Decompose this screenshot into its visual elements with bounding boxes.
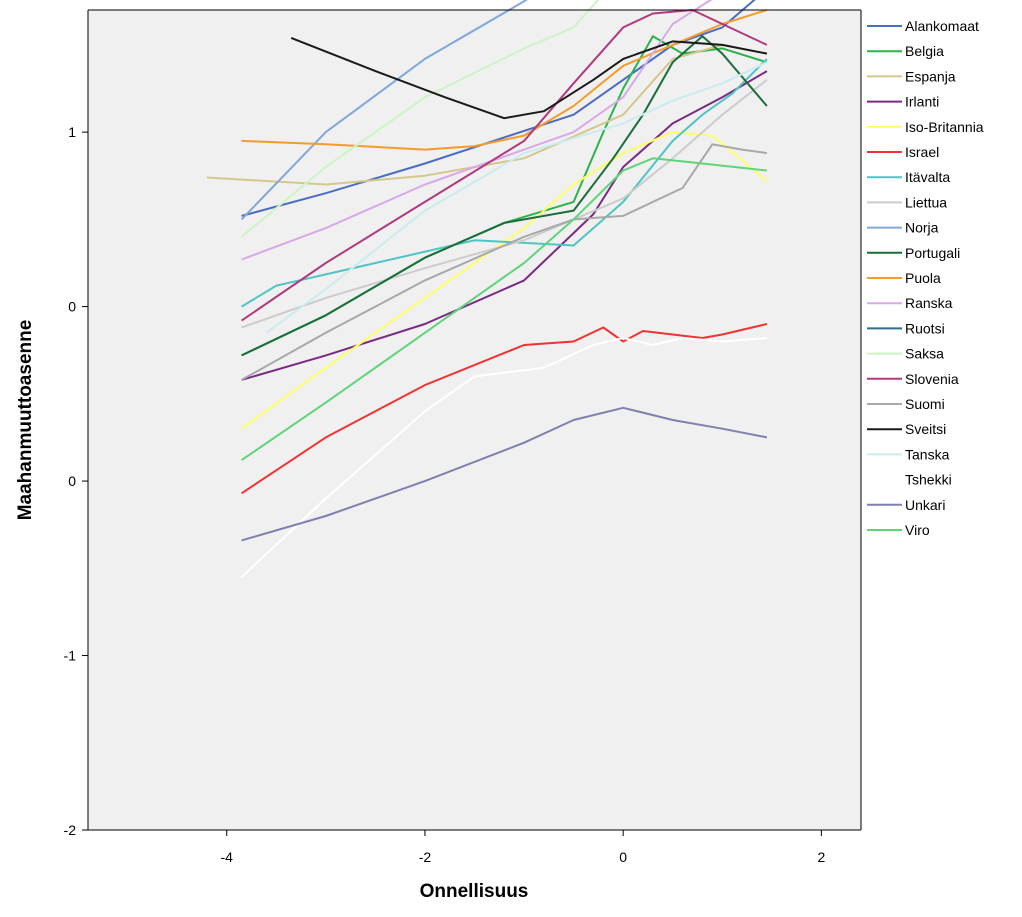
series-layer bbox=[206, 0, 768, 578]
series-line bbox=[290, 36, 768, 120]
legend-label: Puola bbox=[905, 270, 941, 286]
series-line bbox=[241, 9, 768, 151]
y-tick-label: 0 bbox=[68, 473, 76, 489]
legend-label: Belgia bbox=[905, 43, 944, 59]
legend-label: Tanska bbox=[905, 446, 950, 462]
legend-label: Tshekki bbox=[905, 472, 952, 488]
series-line bbox=[265, 61, 768, 334]
x-axis-title: Onnellisuus bbox=[420, 881, 529, 902]
series-line bbox=[240, 337, 767, 578]
x-tick-label: -4 bbox=[221, 849, 234, 865]
y-tick-label: 1 bbox=[68, 124, 76, 140]
series-line bbox=[241, 35, 768, 357]
legend: Alankomaat Belgia Espanja Irlanti Iso-Britan… bbox=[867, 18, 984, 538]
series-line bbox=[241, 406, 768, 542]
x-ticks: -4 -2 0 2 bbox=[221, 830, 825, 865]
series-line bbox=[240, 0, 528, 221]
legend-label: Irlanti bbox=[905, 94, 939, 110]
legend-label: Saksa bbox=[905, 346, 944, 362]
legend-label: Israel bbox=[905, 144, 939, 160]
legend-label: Norja bbox=[905, 220, 939, 236]
y-tick-label: -2 bbox=[64, 822, 77, 838]
legend-label: Suomi bbox=[905, 396, 945, 412]
legend-label: Ruotsi bbox=[905, 320, 945, 336]
series-line bbox=[241, 323, 768, 495]
series-line bbox=[241, 9, 768, 322]
series-line bbox=[241, 0, 713, 261]
legend-label: Ranska bbox=[905, 295, 953, 311]
y-axis-title: Maahanmuuttoasenne bbox=[15, 320, 36, 521]
x-tick-label: 0 bbox=[619, 849, 627, 865]
series-line bbox=[241, 0, 756, 217]
y-tick-label: 0 bbox=[68, 299, 76, 315]
series-line bbox=[241, 58, 768, 308]
plot-area bbox=[88, 10, 861, 830]
legend-label: Viro bbox=[905, 522, 930, 538]
legend-label: Iso-Britannia bbox=[905, 119, 984, 135]
x-tick-label: -2 bbox=[419, 849, 432, 865]
legend-label: Slovenia bbox=[905, 371, 959, 387]
series-line bbox=[241, 157, 768, 461]
legend-label: Espanja bbox=[905, 68, 956, 84]
x-tick-label: 2 bbox=[817, 849, 825, 865]
legend-label: Liettua bbox=[905, 194, 947, 210]
legend-label: Sveitsi bbox=[905, 421, 946, 437]
legend-label: Alankomaat bbox=[905, 18, 979, 34]
y-tick-label: -1 bbox=[64, 648, 77, 664]
legend-label: Portugali bbox=[905, 245, 960, 261]
legend-label: Unkari bbox=[905, 497, 945, 513]
y-ticks: -2-100112 bbox=[64, 124, 88, 838]
legend-label: Itävalta bbox=[905, 169, 950, 185]
series-line bbox=[241, 143, 768, 381]
series-line bbox=[240, 0, 600, 238]
